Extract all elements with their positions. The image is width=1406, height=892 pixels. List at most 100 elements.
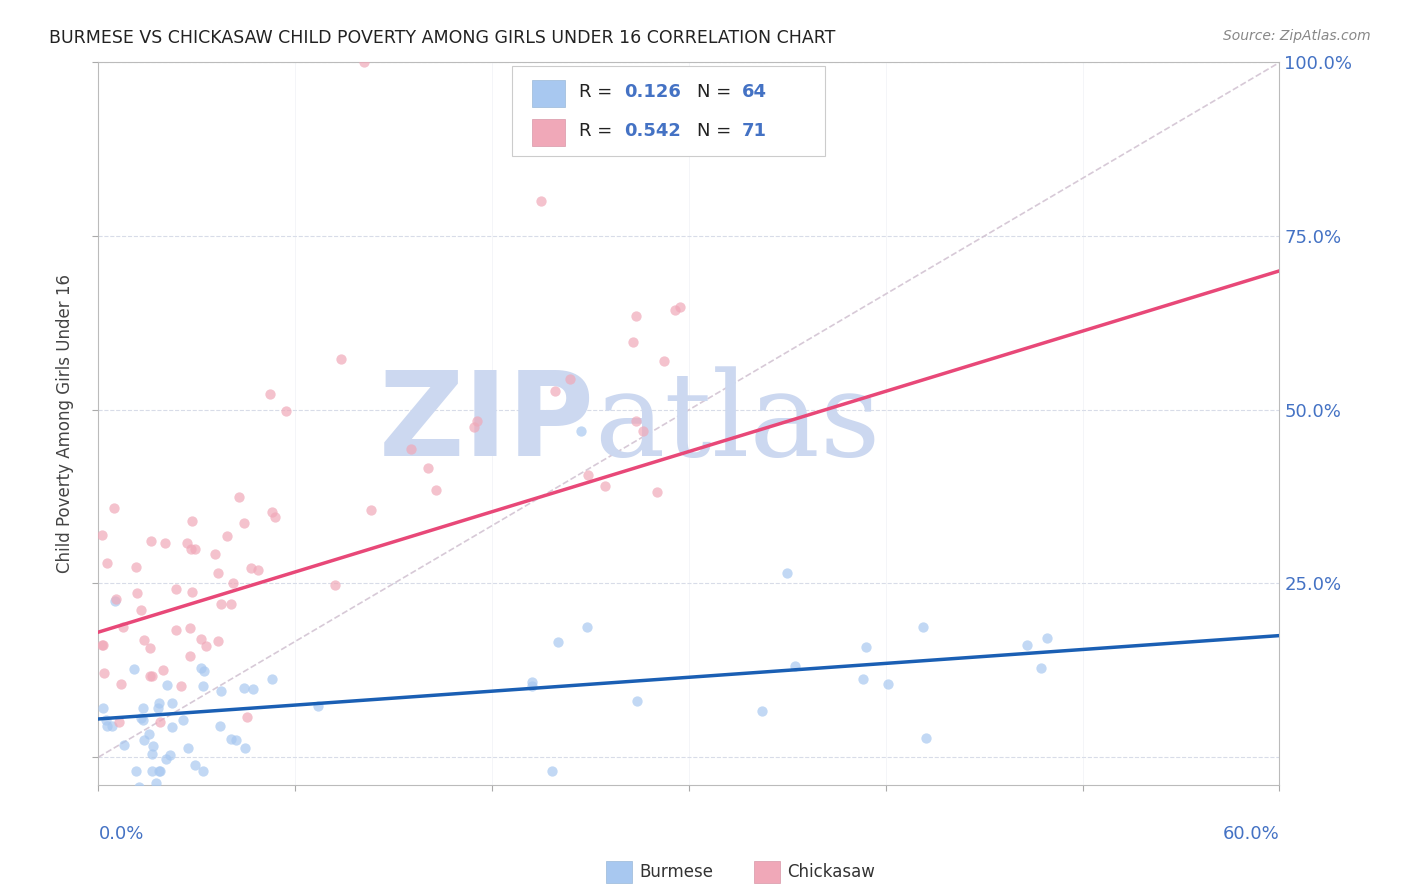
Point xyxy=(139,534,162,549)
Point xyxy=(307,699,329,714)
Point xyxy=(193,664,215,678)
Point xyxy=(276,403,298,417)
Text: 60.0%: 60.0% xyxy=(1223,825,1279,843)
Point xyxy=(190,660,212,674)
Point xyxy=(785,659,807,673)
Point xyxy=(170,679,193,693)
Point xyxy=(94,714,117,728)
Point xyxy=(91,528,114,542)
Point xyxy=(264,509,287,524)
FancyBboxPatch shape xyxy=(754,861,780,882)
Point xyxy=(1017,638,1039,652)
Point xyxy=(751,704,773,718)
Point xyxy=(209,597,232,611)
FancyBboxPatch shape xyxy=(512,66,825,156)
Point xyxy=(219,731,242,746)
Point xyxy=(915,731,938,746)
Point xyxy=(855,640,877,655)
Point xyxy=(593,478,616,492)
Point xyxy=(141,764,163,778)
Point xyxy=(1031,661,1053,675)
Point xyxy=(179,621,201,635)
Point xyxy=(183,541,205,556)
Point xyxy=(522,674,544,689)
Point xyxy=(172,713,194,727)
Point xyxy=(576,468,599,483)
Point xyxy=(547,635,569,649)
Point xyxy=(132,733,155,747)
Point xyxy=(148,764,170,778)
Point xyxy=(103,501,125,516)
FancyBboxPatch shape xyxy=(531,119,565,146)
Point xyxy=(418,461,440,475)
Point xyxy=(153,536,176,550)
Point xyxy=(235,710,257,724)
Point xyxy=(232,516,254,531)
Point xyxy=(176,536,198,550)
Point xyxy=(193,764,215,778)
Point xyxy=(242,681,264,696)
Point xyxy=(323,577,346,591)
Text: 71: 71 xyxy=(742,122,768,140)
Point xyxy=(177,741,200,756)
Point xyxy=(170,785,193,799)
Point xyxy=(217,529,239,543)
Point xyxy=(104,591,127,606)
Text: 0.0%: 0.0% xyxy=(98,825,143,843)
Point xyxy=(624,414,647,428)
Text: 64: 64 xyxy=(742,83,768,101)
Point xyxy=(104,594,127,608)
Point xyxy=(179,648,201,663)
Point xyxy=(221,597,243,611)
Point xyxy=(187,785,209,799)
Point xyxy=(155,752,177,766)
Point xyxy=(112,738,135,752)
Text: ZIP: ZIP xyxy=(378,367,595,481)
Text: N =: N = xyxy=(697,122,731,140)
Point xyxy=(360,503,382,517)
Point xyxy=(91,700,114,714)
Point xyxy=(207,566,229,581)
Point xyxy=(91,638,114,652)
Text: atlas: atlas xyxy=(595,367,880,481)
Text: 0.542: 0.542 xyxy=(624,122,681,140)
Text: N =: N = xyxy=(697,83,731,101)
Point xyxy=(141,747,163,761)
Text: Chickasaw: Chickasaw xyxy=(787,863,875,880)
Point xyxy=(260,672,283,686)
Text: R =: R = xyxy=(579,122,613,140)
FancyBboxPatch shape xyxy=(606,861,633,882)
Point xyxy=(125,585,148,599)
Point xyxy=(145,776,167,790)
Point xyxy=(125,560,148,574)
Point xyxy=(207,634,229,648)
Point xyxy=(560,372,582,386)
Point xyxy=(877,677,900,691)
Point xyxy=(111,619,134,633)
Point xyxy=(149,715,172,730)
Text: Burmese: Burmese xyxy=(640,863,713,880)
Point xyxy=(425,483,447,498)
Point xyxy=(329,351,352,366)
Point xyxy=(142,739,165,753)
Point xyxy=(621,334,644,349)
Point xyxy=(569,424,592,438)
Point xyxy=(191,680,214,694)
Point xyxy=(668,300,690,314)
Point xyxy=(530,194,553,209)
Point xyxy=(190,632,212,646)
Point xyxy=(96,556,118,570)
Point xyxy=(575,620,598,634)
Point xyxy=(132,701,155,715)
Point xyxy=(465,414,488,428)
Point xyxy=(204,547,226,561)
FancyBboxPatch shape xyxy=(531,79,565,107)
Point xyxy=(208,719,231,733)
Point xyxy=(647,485,669,500)
Point xyxy=(353,55,375,70)
Point xyxy=(399,442,422,457)
Point xyxy=(165,582,187,596)
Point xyxy=(180,585,202,599)
Point xyxy=(91,638,114,652)
Text: Source: ZipAtlas.com: Source: ZipAtlas.com xyxy=(1223,29,1371,43)
